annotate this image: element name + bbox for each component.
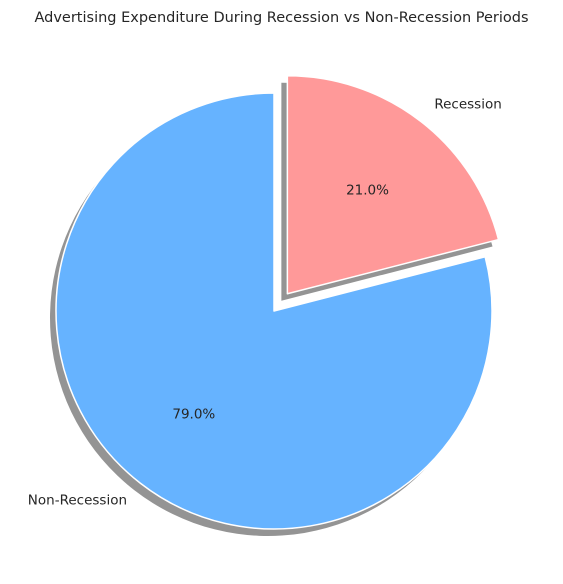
slice-non-recession <box>55 92 493 530</box>
slice-recession <box>286 75 500 295</box>
labels-group: Recession 21.0% Non-Recession 79.0% <box>28 96 502 508</box>
slices-group <box>55 75 500 530</box>
chart-title: Advertising Expenditure During Recession… <box>34 10 528 26</box>
slice-label-recession: Recession <box>434 96 501 112</box>
slice-percent-non-recession: 79.0% <box>172 406 215 422</box>
slice-label-non-recession: Non-Recession <box>28 492 127 508</box>
slice-percent-recession: 21.0% <box>346 182 389 198</box>
